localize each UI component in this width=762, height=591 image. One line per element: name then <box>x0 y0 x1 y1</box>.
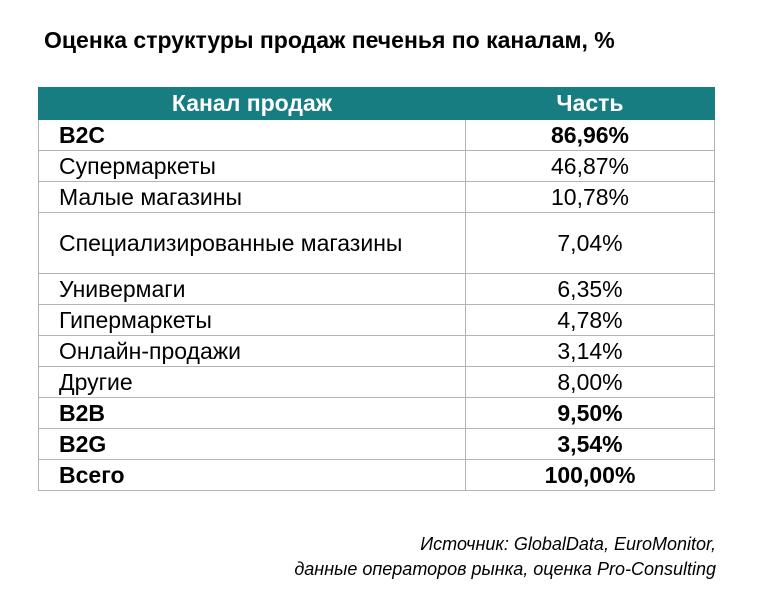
channel-name: Универмаги <box>38 273 466 305</box>
channel-share: 4,78% <box>465 304 715 336</box>
table-row-total: Всего 100,00% <box>38 459 715 491</box>
channel-name: Другие <box>38 366 466 398</box>
source-note: Источник: GlobalData, EuroMonitor, данны… <box>294 532 716 582</box>
channel-name: Гипермаркеты <box>38 304 466 336</box>
channel-share: 100,00% <box>465 459 715 491</box>
table-row: B2B 9,50% <box>38 397 715 429</box>
table-row: Гипермаркеты 4,78% <box>38 304 715 336</box>
channel-share: 3,14% <box>465 335 715 367</box>
column-header-share: Часть <box>465 87 715 120</box>
channel-share: 3,54% <box>465 428 715 460</box>
channel-name: B2C <box>38 119 466 151</box>
channel-share: 86,96% <box>465 119 715 151</box>
channel-name: Специализированные магазины <box>38 212 466 274</box>
table-row: Другие 8,00% <box>38 366 715 398</box>
source-line-2: данные операторов рынка, оценка Pro-Cons… <box>294 559 716 579</box>
channel-share: 8,00% <box>465 366 715 398</box>
channel-share: 9,50% <box>465 397 715 429</box>
channel-share: 46,87% <box>465 150 715 182</box>
table-row: B2G 3,54% <box>38 428 715 460</box>
table-header-row: Канал продаж Часть <box>38 87 715 120</box>
channel-name: B2B <box>38 397 466 429</box>
channel-share: 6,35% <box>465 273 715 305</box>
channel-share: 7,04% <box>465 212 715 274</box>
channel-share: 10,78% <box>465 181 715 213</box>
table-row: B2C 86,96% <box>38 119 715 151</box>
table-row: Онлайн-продажи 3,14% <box>38 335 715 367</box>
table-row: Универмаги 6,35% <box>38 273 715 305</box>
channel-name: B2G <box>38 428 466 460</box>
table-row: Супермаркеты 46,87% <box>38 150 715 182</box>
column-header-channel: Канал продаж <box>38 87 466 120</box>
channel-name: Онлайн-продажи <box>38 335 466 367</box>
sales-channel-table: Канал продаж Часть B2C 86,96% Супермарке… <box>38 87 715 491</box>
source-line-1: Источник: GlobalData, EuroMonitor, <box>420 534 716 554</box>
channel-name: Супермаркеты <box>38 150 466 182</box>
channel-name: Всего <box>38 459 466 491</box>
page-title: Оценка структуры продаж печенья по канал… <box>44 27 615 53</box>
table-row: Малые магазины 10,78% <box>38 181 715 213</box>
table-row: Специализированные магазины 7,04% <box>38 212 715 274</box>
channel-name: Малые магазины <box>38 181 466 213</box>
